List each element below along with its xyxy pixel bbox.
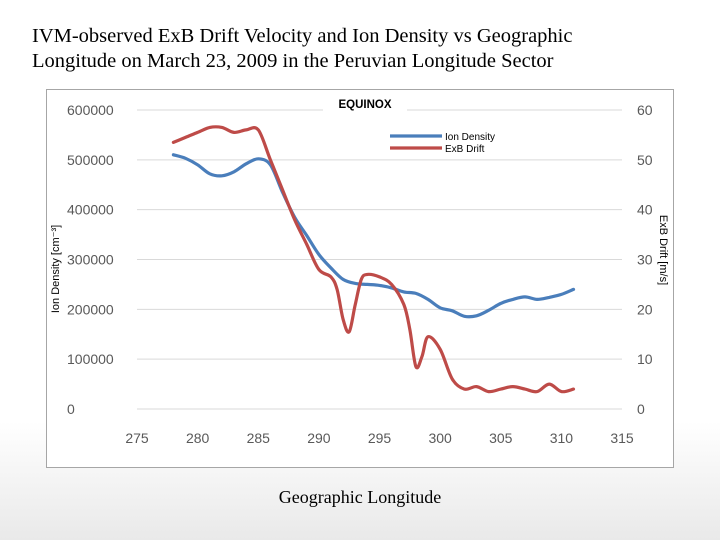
series-line-ion-density (171, 153, 576, 319)
y2-tick-label: 30 (637, 252, 653, 268)
slide-title-line-1: IVM-observed ExB Drift Velocity and Ion … (32, 25, 573, 47)
y2-tick-label: 50 (637, 152, 653, 168)
y-tick-label: 500000 (67, 152, 114, 168)
x-tick-label: 305 (489, 430, 513, 446)
series-layer (171, 125, 576, 394)
x-tick-label: 315 (610, 430, 634, 446)
legend-label-ion-density: Ion Density (445, 132, 495, 143)
y-tick-label: 600000 (67, 102, 114, 118)
y-tick-label: 300000 (67, 252, 114, 268)
chart-title: EQUINOX (338, 99, 391, 111)
chart-title-background (323, 96, 407, 111)
x-tick-label: 285 (247, 430, 271, 446)
x-tick-label: 295 (368, 430, 392, 446)
y2-tick-label: 20 (637, 301, 653, 317)
x-tick-label: 280 (186, 430, 210, 446)
y-tick-label: 400000 (67, 202, 114, 218)
series-line-exb-drift (171, 125, 576, 394)
y2-tick-label: 10 (637, 351, 653, 367)
y2-tick-label: 60 (637, 102, 653, 118)
x-tick-label: 310 (550, 430, 574, 446)
y2-tick-label: 40 (637, 202, 653, 218)
x-tick-label: 275 (125, 430, 149, 446)
y-tick-label: 200000 (67, 301, 114, 317)
slide-title: IVM-observed ExB Drift Velocity and Ion … (32, 24, 692, 74)
y2-axis-label: ExB Drift [m/s] (657, 215, 669, 285)
chart-frame: 0 100000 200000 300000 400000 500000 600000 0 10… (46, 89, 674, 468)
slide-title-line-2: Longitude on March 23, 2009 in the Peruv… (32, 50, 554, 72)
legend-label-exb-drift: ExB Drift (445, 144, 485, 155)
y2-tick-label: 0 (637, 401, 645, 417)
y-tick-label: 0 (67, 401, 75, 417)
grid-lines (137, 109, 622, 410)
tick-labels: 0 100000 200000 300000 400000 500000 600000 0 10… (67, 102, 653, 446)
x-tick-label: 290 (307, 430, 331, 446)
y-axis-label: Ion Density [cm⁻³] (50, 225, 62, 313)
y-tick-label: 100000 (67, 351, 114, 367)
x-axis-label: Geographic Longitude (278, 487, 442, 507)
x-tick-label: 300 (428, 430, 452, 446)
line-chart: 0 100000 200000 300000 400000 500000 600000 0 10… (50, 96, 669, 446)
